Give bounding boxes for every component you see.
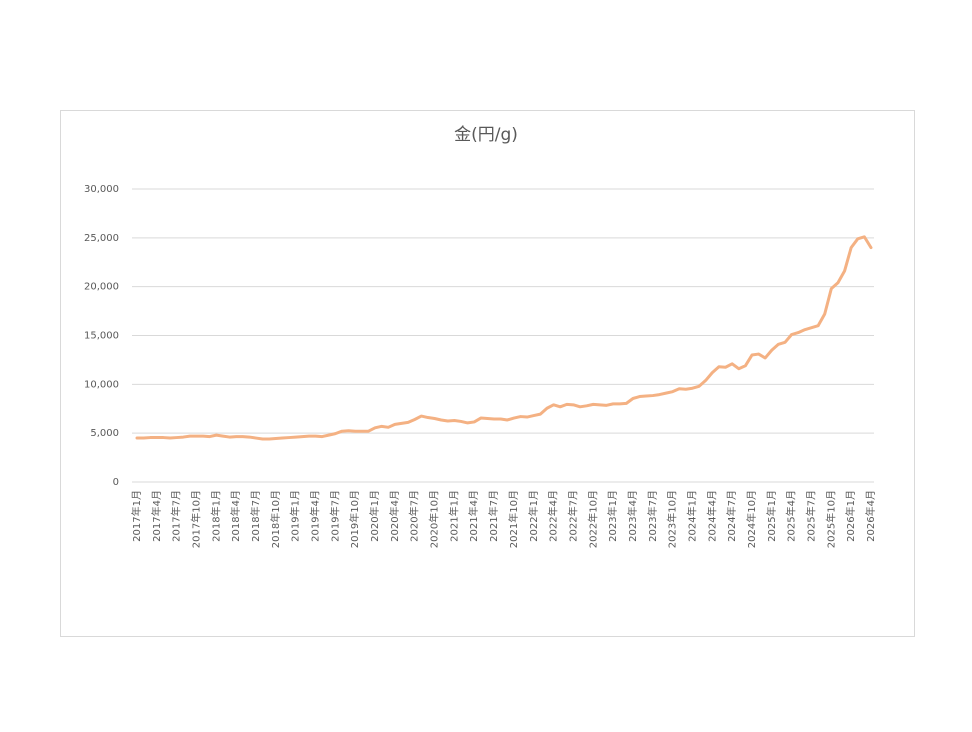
x-tick-label: 2026年1月 [844, 490, 857, 542]
x-tick-label: 2020年4月 [388, 490, 401, 542]
x-tick-label: 2017年1月 [130, 490, 143, 542]
x-tick-label: 2020年10月 [428, 490, 441, 548]
x-tick-label: 2021年10月 [507, 490, 520, 548]
x-tick-label: 2017年7月 [170, 490, 183, 542]
x-tick-label: 2024年1月 [685, 490, 698, 542]
chart-frame [60, 110, 915, 637]
x-tick-label: 2021年4月 [467, 490, 480, 542]
x-tick-label: 2019年7月 [328, 490, 341, 542]
x-tick-label: 2026年4月 [864, 490, 877, 542]
x-tick-label: 2021年1月 [447, 490, 460, 542]
x-tick-label: 2023年10月 [666, 490, 679, 548]
x-tick-label: 2023年7月 [646, 490, 659, 542]
y-tick-label: 25,000 [84, 233, 119, 244]
x-tick-label: 2025年4月 [785, 490, 798, 542]
x-tick-label: 2025年7月 [804, 490, 817, 542]
y-tick-label: 0 [113, 477, 119, 488]
chart-title: 金(円/g) [454, 125, 518, 145]
x-tick-label: 2017年10月 [190, 490, 203, 548]
x-tick-label: 2021年7月 [487, 490, 500, 542]
y-tick-label: 20,000 [84, 282, 119, 293]
x-tick-label: 2018年7月 [249, 490, 262, 542]
x-tick-label: 2020年7月 [408, 490, 421, 542]
x-tick-label: 2023年1月 [606, 490, 619, 542]
x-tick-label: 2025年1月 [765, 490, 778, 542]
x-tick-label: 2024年7月 [725, 490, 738, 542]
y-tick-label: 5,000 [90, 428, 119, 439]
x-tick-label: 2019年10月 [348, 490, 361, 548]
x-tick-label: 2023年4月 [626, 490, 639, 542]
y-tick-label: 30,000 [84, 184, 119, 195]
x-tick-label: 2017年4月 [150, 490, 163, 542]
x-tick-label: 2025年10月 [824, 490, 837, 548]
x-tick-label: 2018年4月 [229, 490, 242, 542]
x-tick-label: 2022年7月 [566, 490, 579, 542]
x-tick-label: 2018年10月 [269, 490, 282, 548]
x-tick-label: 2024年4月 [705, 490, 718, 542]
y-tick-label: 10,000 [84, 379, 119, 390]
x-tick-label: 2018年1月 [209, 490, 222, 542]
x-tick-label: 2019年1月 [289, 490, 302, 542]
line-series [135, 235, 873, 441]
x-tick-label: 2024年10月 [745, 490, 758, 548]
x-tick-label: 2022年10月 [586, 490, 599, 548]
y-tick-label: 15,000 [84, 331, 119, 342]
x-tick-label: 2020年1月 [368, 490, 381, 542]
x-tick-label: 2022年4月 [547, 490, 560, 542]
x-tick-label: 2019年4月 [309, 490, 322, 542]
x-tick-label: 2022年1月 [527, 490, 540, 542]
